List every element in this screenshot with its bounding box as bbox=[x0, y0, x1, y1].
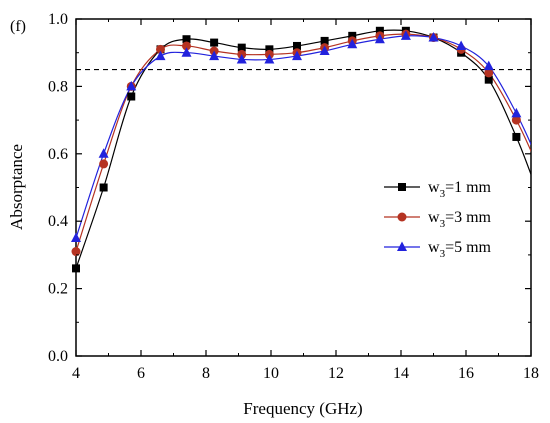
series-3-point bbox=[511, 107, 522, 118]
series-3-point bbox=[126, 80, 137, 91]
x-tick-label: 10 bbox=[263, 365, 279, 382]
y-tick-label: 0.8 bbox=[48, 78, 68, 95]
series-1-point bbox=[237, 43, 246, 52]
legend: w3=1 mm w3=3 mm w3=5 mm bbox=[384, 179, 492, 260]
y-tick-label: 1.0 bbox=[48, 11, 68, 28]
series-1-point bbox=[320, 36, 329, 45]
marker-layer bbox=[71, 26, 522, 273]
series-2-point bbox=[182, 41, 191, 51]
series-3-point bbox=[319, 45, 330, 56]
series-2-point bbox=[71, 247, 81, 257]
legend-label-2: w3=3 mm bbox=[428, 209, 492, 230]
series-1-point bbox=[265, 45, 274, 54]
series-2-point bbox=[511, 115, 521, 125]
series-2-point bbox=[99, 159, 109, 169]
series-3-point bbox=[374, 33, 385, 44]
series-2-point bbox=[156, 44, 165, 54]
series-3-point bbox=[347, 38, 358, 49]
series-1-point bbox=[484, 75, 493, 84]
legend-label-3: w3=5 mm bbox=[428, 239, 492, 260]
y-tick-label: 0.0 bbox=[48, 348, 68, 365]
series-1-point bbox=[375, 26, 384, 35]
legend-marker-3 bbox=[397, 241, 407, 251]
series-1-point bbox=[293, 41, 301, 50]
y-axis-ticks: 0.0 0.2 0.4 0.6 0.8 1.0 bbox=[48, 11, 531, 365]
x-tick-label: 8 bbox=[202, 365, 210, 382]
series-3-point bbox=[292, 50, 302, 61]
x-tick-label: 4 bbox=[72, 365, 80, 382]
series-3-point bbox=[400, 30, 411, 40]
x-tick-label: 18 bbox=[523, 365, 539, 382]
series-line-2 bbox=[76, 33, 531, 254]
series-1-point bbox=[72, 264, 80, 273]
y-axis-title: Absorptance bbox=[7, 144, 26, 230]
series-1-point bbox=[348, 31, 357, 40]
x-tick-label: 6 bbox=[137, 365, 145, 382]
x-tick-label: 16 bbox=[458, 365, 474, 382]
y-tick-label: 0.4 bbox=[48, 213, 68, 230]
y-tick-label: 0.6 bbox=[48, 146, 68, 163]
legend-label-1: w3=1 mm bbox=[428, 179, 492, 200]
panel-label: (f) bbox=[10, 18, 26, 35]
x-tick-label: 12 bbox=[328, 365, 344, 382]
series-3-point bbox=[71, 232, 81, 243]
series-2-point bbox=[484, 68, 494, 78]
series-3-point bbox=[155, 50, 166, 61]
series-1-point bbox=[99, 183, 108, 192]
series-1-point bbox=[182, 35, 191, 44]
series-3-point bbox=[456, 40, 467, 50]
series-3-point bbox=[428, 32, 439, 42]
series-3-point bbox=[236, 53, 247, 64]
y-tick-label: 0.2 bbox=[48, 281, 68, 298]
series-3-point bbox=[483, 60, 494, 71]
series-1-point bbox=[210, 38, 219, 47]
series-3-point bbox=[209, 50, 220, 61]
series-1-point bbox=[127, 92, 136, 101]
x-tick-label: 14 bbox=[393, 365, 409, 382]
series-1-point bbox=[512, 132, 521, 141]
x-axis-ticks: 4 6 8 10 12 14 16 18 bbox=[72, 19, 539, 382]
x-axis-title: Frequency (GHz) bbox=[243, 399, 362, 418]
legend-marker-2 bbox=[397, 212, 407, 222]
legend-marker-1 bbox=[398, 183, 406, 191]
series-3-point bbox=[181, 47, 192, 57]
series-3-point bbox=[98, 148, 109, 158]
series-3-point bbox=[264, 53, 275, 64]
